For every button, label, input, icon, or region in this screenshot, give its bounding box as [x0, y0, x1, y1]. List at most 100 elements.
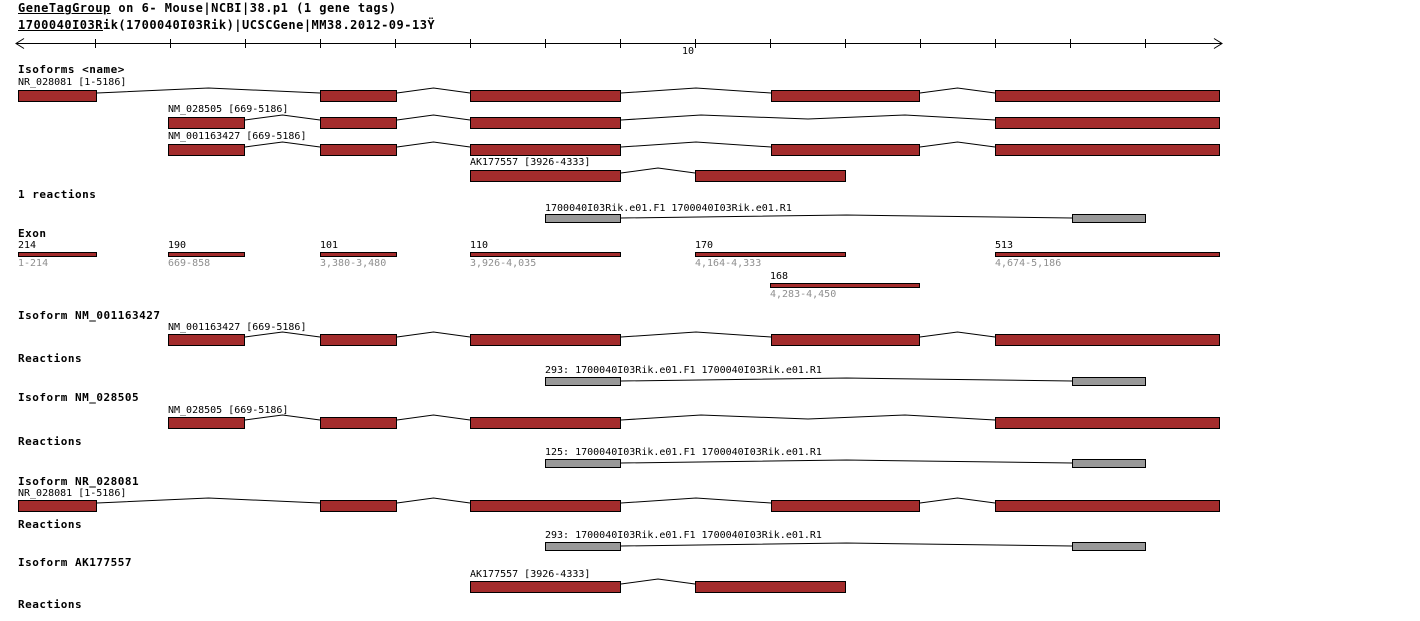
- exon-length-label: 170: [695, 240, 714, 251]
- exon-box[interactable]: [470, 334, 621, 346]
- exon-box[interactable]: [320, 334, 397, 346]
- exon-box[interactable]: [995, 500, 1220, 512]
- section-reactions-nr-028081: Reactions: [18, 518, 83, 531]
- exon-box[interactable]: [168, 417, 245, 429]
- primer-box[interactable]: [1072, 214, 1146, 223]
- section-isoform-nm-028505: Isoform NM_028505: [18, 391, 140, 404]
- intron-line: [620, 497, 772, 504]
- exon-summary-bar[interactable]: [320, 252, 397, 257]
- exon-box[interactable]: [320, 417, 397, 429]
- exon-summary-bar[interactable]: [168, 252, 245, 257]
- primer-box[interactable]: [545, 542, 621, 551]
- primer-box[interactable]: [1072, 542, 1146, 551]
- track-label: NR_028081 [1-5186]: [18, 77, 127, 88]
- exon-box[interactable]: [470, 500, 621, 512]
- section-reactions-ak177557: Reactions: [18, 598, 83, 611]
- exon-summary-bar[interactable]: [770, 283, 920, 288]
- primer-box[interactable]: [545, 459, 621, 468]
- intron-line: [919, 87, 996, 94]
- exon-range-label: 4,283-4,450: [770, 289, 837, 300]
- exon-summary-bar[interactable]: [18, 252, 97, 257]
- exon-box[interactable]: [320, 500, 397, 512]
- exon-range-label: 4,164-4,333: [695, 258, 762, 269]
- exon-box[interactable]: [320, 90, 397, 102]
- exon-box[interactable]: [168, 117, 245, 129]
- intron-line: [396, 331, 471, 338]
- primer-box[interactable]: [545, 214, 621, 223]
- exon-length-label: 110: [470, 240, 489, 251]
- exon-box[interactable]: [470, 417, 621, 429]
- intron-line: [396, 497, 471, 504]
- intron-line: [919, 331, 996, 338]
- intron-line: [396, 414, 471, 421]
- exon-range-label: 4,674-5,186: [995, 258, 1062, 269]
- exon-box[interactable]: [771, 334, 920, 346]
- exon-range-label: 3,380-3,480: [320, 258, 387, 269]
- ruler-arrow-left-icon: [15, 38, 25, 49]
- primer-box[interactable]: [545, 377, 621, 386]
- exon-summary-bar[interactable]: [695, 252, 846, 257]
- header-line-1: GeneTagGroup on 6- Mouse|NCBI|38.p1 (1 g…: [18, 1, 397, 15]
- track-label: AK177557 [3926-4333]: [470, 157, 591, 168]
- exon-box[interactable]: [995, 417, 1220, 429]
- intron-line: [244, 114, 321, 121]
- track-label: 293: 1700040I03Rik.e01.F1 1700040I03Rik.…: [545, 365, 822, 376]
- track-label: AK177557 [3926-4333]: [470, 569, 591, 580]
- intron-line: [919, 497, 996, 504]
- exon-box[interactable]: [695, 170, 846, 182]
- section-isoform-nm-001163427: Isoform NM_001163427: [18, 309, 161, 322]
- intron-line: [96, 87, 321, 94]
- track-label: NM_028505 [669-5186]: [168, 405, 289, 416]
- exon-summary-bar[interactable]: [470, 252, 621, 257]
- exon-box[interactable]: [995, 117, 1220, 129]
- exon-box[interactable]: [771, 144, 920, 156]
- exon-box[interactable]: [320, 144, 397, 156]
- exon-box[interactable]: [18, 500, 97, 512]
- header-line-2-rest: ik(1700040I03Rik)|UCSCGene|MM38.2012-09-…: [102, 18, 428, 32]
- exon-box[interactable]: [168, 144, 245, 156]
- exon-box[interactable]: [470, 90, 621, 102]
- intron-line: [244, 331, 321, 338]
- exon-length-label: 513: [995, 240, 1014, 251]
- exon-box[interactable]: [470, 144, 621, 156]
- exon-box[interactable]: [470, 170, 621, 182]
- ruler-tick-label: 10: [682, 46, 695, 57]
- track-label: 1700040I03Rik.e01.F1 1700040I03Rik.e01.R…: [545, 203, 792, 214]
- track-label: NR_028081 [1-5186]: [18, 488, 127, 499]
- track-label: NM_028505 [669-5186]: [168, 104, 289, 115]
- exon-box[interactable]: [320, 117, 397, 129]
- primer-box[interactable]: [1072, 377, 1146, 386]
- primer-connector-line: [620, 542, 1073, 547]
- gene-tag-group-link[interactable]: GeneTagGroup: [18, 1, 111, 15]
- exon-box[interactable]: [168, 334, 245, 346]
- section-isoforms: Isoforms <name>: [18, 63, 125, 76]
- exon-box[interactable]: [995, 90, 1220, 102]
- exon-summary-bar[interactable]: [995, 252, 1220, 257]
- section-exon: Exon: [18, 227, 47, 240]
- exon-box[interactable]: [995, 334, 1220, 346]
- primer-box[interactable]: [1072, 459, 1146, 468]
- primer-connector-line: [620, 377, 1073, 382]
- header-line-1-rest: on 6- Mouse|NCBI|38.p1 (1 gene tags): [110, 1, 397, 15]
- exon-box[interactable]: [470, 581, 621, 593]
- intron-line: [620, 141, 772, 148]
- intron-line: [396, 141, 471, 148]
- track-label: 293: 1700040I03Rik.e01.F1 1700040I03Rik.…: [545, 530, 822, 541]
- header-line-2: 1700040I03Rik(1700040I03Rik)|UCSCGene|MM…: [18, 18, 435, 32]
- exon-box[interactable]: [695, 581, 846, 593]
- gene-link[interactable]: 1700040I03R: [18, 18, 103, 32]
- exon-length-label: 101: [320, 240, 339, 251]
- intron-line: [244, 414, 321, 421]
- exon-range-label: 3,926-4,035: [470, 258, 537, 269]
- exon-box[interactable]: [18, 90, 97, 102]
- intron-line: [620, 414, 996, 421]
- exon-box[interactable]: [771, 90, 920, 102]
- intron-line: [620, 87, 772, 94]
- exon-length-label: 190: [168, 240, 187, 251]
- section-isoform-nr-028081: Isoform NR_028081: [18, 475, 140, 488]
- exon-box[interactable]: [470, 117, 621, 129]
- exon-box[interactable]: [995, 144, 1220, 156]
- intron-line: [919, 141, 996, 148]
- ruler-arrow-right-icon: [1213, 38, 1223, 49]
- exon-box[interactable]: [771, 500, 920, 512]
